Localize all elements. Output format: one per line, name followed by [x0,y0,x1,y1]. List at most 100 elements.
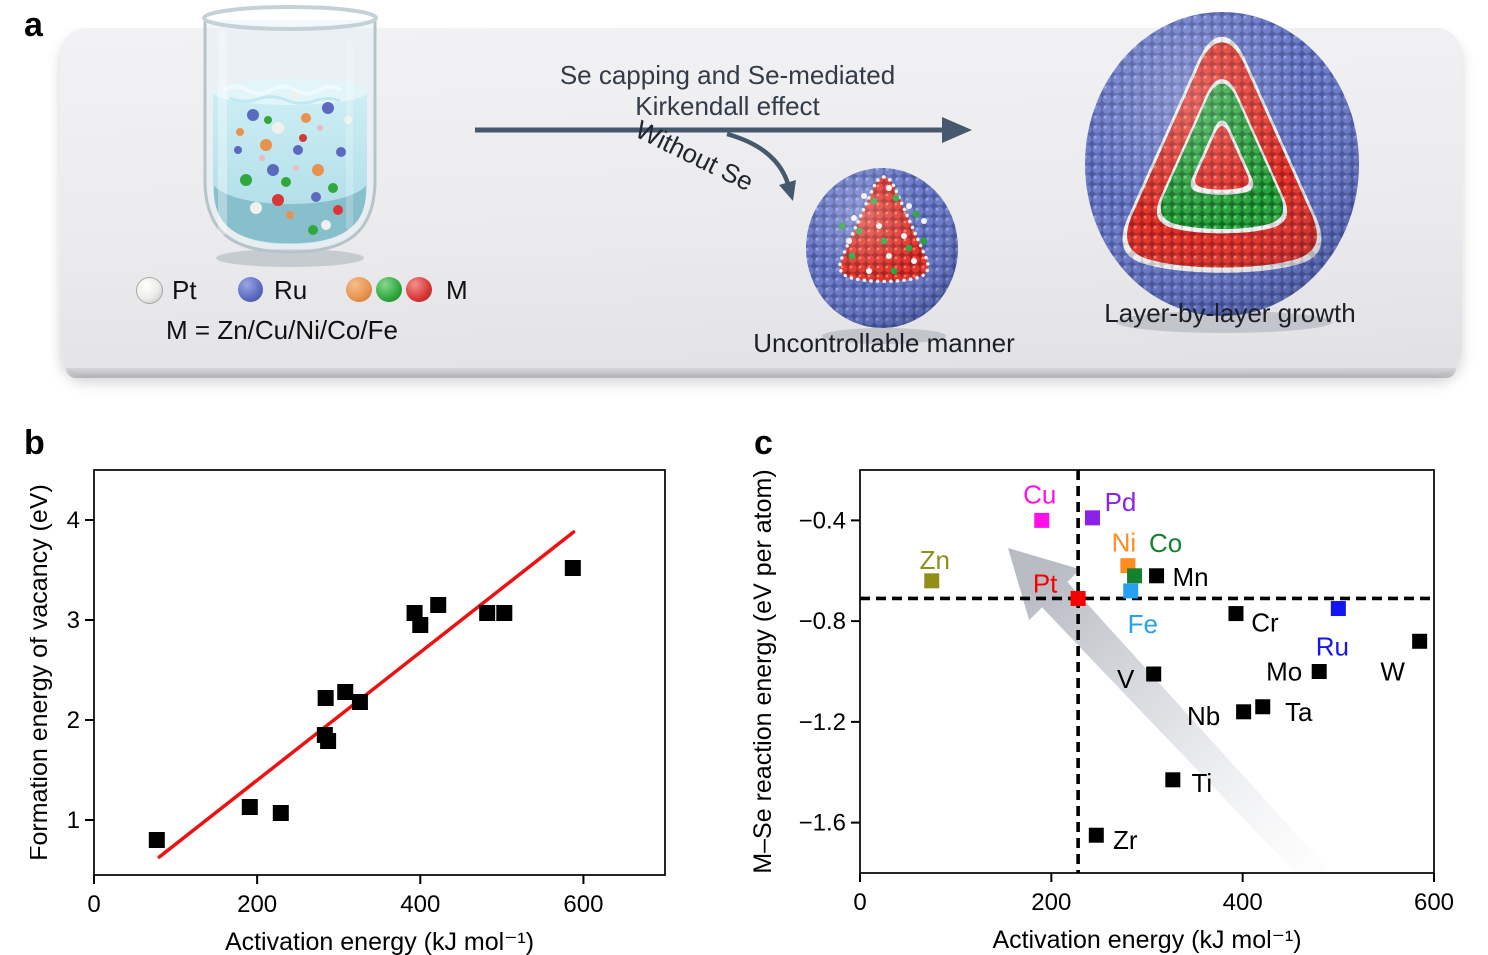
m-orange-sphere-icon [346,277,372,302]
m-green-sphere-icon [376,277,402,302]
element-label-Mo: Mo [1266,657,1302,687]
x-tick-label: 600 [1414,889,1454,916]
element-label-Zr: Zr [1113,825,1138,855]
data-point-Ti [1165,772,1181,788]
y-tick-label: 2 [67,707,80,734]
y-tick-label: −0.4 [799,507,846,534]
x-axis-label: Activation energy (kJ mol⁻¹) [992,926,1301,954]
data-point-Cr [1228,606,1244,622]
ru-sphere-icon [238,277,263,302]
data-point-Nb [1236,704,1252,720]
data-point [337,684,354,700]
data-point-Fe [1123,583,1139,599]
x-axis-label: Activation energy (kJ mol⁻¹) [225,928,534,955]
element-label-Cu: Cu [1023,479,1056,509]
y-tick-label: 3 [67,607,80,634]
beaker-illustration [202,5,378,267]
data-point-Mo [1311,664,1327,679]
data-point [412,617,429,633]
particle-shadow [822,328,946,344]
data-point-Cu [1034,512,1050,528]
data-point [317,690,334,706]
process-title-line2: Kirkendall effect [635,91,820,121]
pt-sphere-icon [136,277,163,304]
data-point-Co [1127,568,1143,584]
layered-particle [1085,12,1359,333]
data-point-V [1146,666,1162,682]
x-tick-label: 200 [237,891,277,918]
data-point [241,799,258,815]
y-tick-label: −0.8 [799,608,846,635]
m-red-sphere-icon [406,277,432,302]
uncontrolled-particle [806,168,958,344]
element-label-Ru: Ru [1316,632,1349,662]
data-point-Zn [924,573,940,589]
uncontrolled-caption: Uncontrollable manner [753,328,1015,358]
element-label-Ni: Ni [1112,528,1137,558]
y-axis-label: Formation energy of vacancy (eV) [30,484,53,861]
process-arrows [475,117,972,201]
legend-m-label: M [446,275,468,305]
element-label-Ta: Ta [1285,697,1313,727]
chart-c: 0 200 400 600 −0.4 −0.8 −1.2 −1.6 Activation ene… [749,469,1454,954]
liquid-foam2 [229,95,341,105]
element-label-W: W [1380,656,1405,686]
beaker-rim [202,5,378,31]
data-point [496,605,513,621]
x-tick-label: 600 [563,891,603,918]
data-point [320,733,337,749]
liquid-foam [221,84,343,96]
vacancy-energy-chart: 0 200 400 600 1 2 3 4 Activation energy (kJ mol⁻… [30,469,666,955]
precursor-spheres [234,92,352,235]
y-tick-label: −1.6 [799,810,846,837]
element-label-Zn: Zn [920,545,950,575]
glass-highlight2 [346,40,353,230]
x-tick-label: 0 [87,891,100,918]
y-axis-label: M–Se reaction energy (eV per atom) [749,469,777,873]
data-point [479,605,496,621]
data-point-Zr [1088,827,1104,843]
beaker-shadow [216,249,364,267]
element-label-Co: Co [1149,528,1182,558]
particle-shading [806,168,958,328]
particle-shadow [1116,311,1332,333]
data-point [148,832,165,848]
element-label-Fe: Fe [1128,609,1158,639]
data-point-Pt [1070,590,1086,606]
data-point [272,805,289,821]
data-point [351,694,368,710]
data-point-W [1412,633,1428,649]
branch-arrow-curve [726,131,791,185]
x-tick-label: 0 [853,889,866,916]
reaction-energy-chart: 0 200 400 600 −0.4 −0.8 −1.2 −1.6 Activation ene… [749,469,1454,954]
data-point [430,597,447,613]
element-label-Nb: Nb [1187,701,1220,731]
branch-arrow-head [779,180,796,201]
particle-shading [1085,12,1359,316]
plot-border [859,469,1435,874]
y-tick-label: −1.2 [799,709,846,736]
glass-highlight [218,30,227,235]
element-label-Pd: Pd [1105,487,1137,517]
x-tick-label: 400 [1223,889,1263,916]
data-point [564,560,581,576]
x-tick-label: 200 [1031,889,1071,916]
panel-c-letter: c [754,424,773,462]
legend-pt-label: Pt [172,275,197,305]
panel-b-letter: b [24,424,45,462]
plot-border [93,469,666,876]
panel-a-letter: a [24,6,43,44]
process-title: Se capping and Se-mediated Kirkendall ef… [505,60,950,122]
element-label-Ti: Ti [1191,768,1212,798]
y-tick-label: 4 [67,507,80,534]
element-label-Pt: Pt [1033,568,1058,598]
data-point-Pd [1084,510,1100,526]
layered-caption: Layer-by-layer growth [1104,298,1356,328]
trend-arrow [1008,548,1332,873]
chart-b: 0 200 400 600 1 2 3 4 Activation energy (kJ mol⁻… [30,469,666,955]
data-point-Ta [1255,699,1271,715]
element-label-V: V [1117,664,1135,694]
x-tick-label: 400 [400,891,440,918]
element-label-Mn: Mn [1173,562,1209,592]
